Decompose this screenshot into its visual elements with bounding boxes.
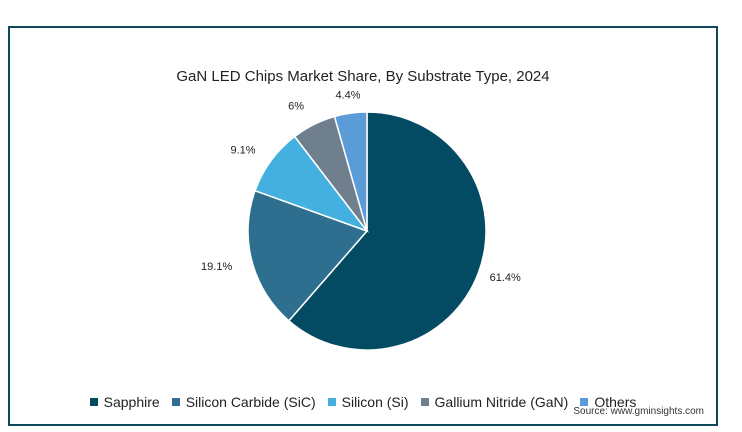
data-label: 4.4% bbox=[335, 89, 360, 101]
pie-slice-silicon-carbide-sic bbox=[247, 189, 369, 322]
legend-item: Others bbox=[580, 394, 636, 410]
pie-slice-others bbox=[333, 111, 368, 232]
legend-swatch bbox=[327, 398, 336, 406]
chart-legend: Sapphire Silicon Carbide (SiC) Silicon (Si… bbox=[10, 394, 716, 410]
legend-label: Others bbox=[594, 394, 637, 410]
legend-label: Sapphire bbox=[103, 394, 160, 410]
legend-swatch bbox=[580, 398, 589, 406]
legend-label: Silicon Carbide (SiC) bbox=[185, 394, 316, 410]
legend-swatch bbox=[420, 398, 429, 406]
legend-item: Gallium Nitride (GaN) bbox=[420, 394, 569, 410]
legend-label: Silicon (Si) bbox=[341, 394, 409, 410]
pie-slices bbox=[247, 111, 487, 351]
legend-swatch bbox=[171, 398, 180, 406]
chart-frame: GaN LED Chips Market Share, By Substrate… bbox=[8, 26, 718, 426]
legend-swatch bbox=[89, 398, 98, 406]
data-label: 19.1% bbox=[201, 261, 232, 273]
legend-item: Silicon (Si) bbox=[327, 394, 409, 410]
pie-data-labels: 61.4% 19.1% 9.1% 6% 4.4% bbox=[201, 89, 521, 284]
pie-slice-sapphire bbox=[287, 111, 487, 351]
data-label: 6% bbox=[288, 100, 304, 112]
pie-chart: 61.4% 19.1% 9.1% 6% 4.4% bbox=[201, 89, 521, 351]
chart-title: GaN LED Chips Market Share, By Substrate… bbox=[176, 68, 550, 85]
chart-source: Source: www.gminsights.com bbox=[573, 406, 704, 417]
legend-item: Sapphire bbox=[89, 394, 160, 410]
legend-item: Silicon Carbide (SiC) bbox=[171, 394, 316, 410]
legend-label: Gallium Nitride (GaN) bbox=[434, 394, 569, 410]
data-label: 61.4% bbox=[490, 272, 521, 284]
data-label: 9.1% bbox=[231, 145, 256, 157]
